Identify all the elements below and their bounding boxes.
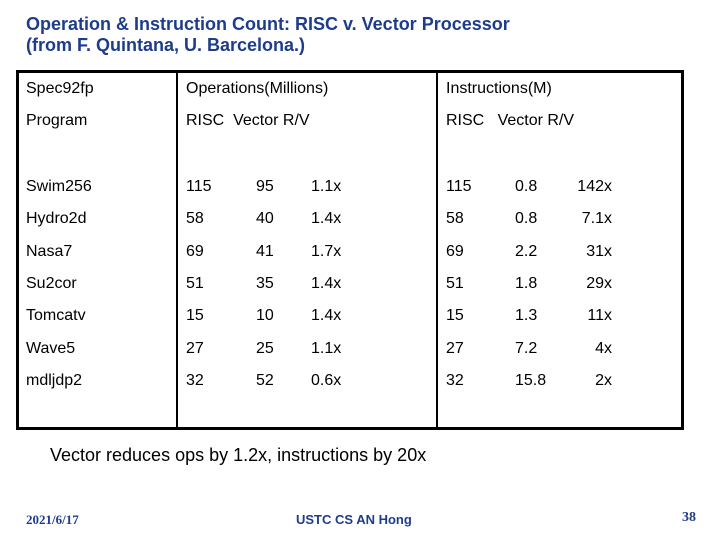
table-cell-op-vec: 35	[256, 275, 274, 292]
table-cell-in-vec: 0.8	[515, 178, 538, 195]
table-cell-name: Su2cor	[26, 275, 77, 292]
header-operations: Operations(Millions)	[186, 80, 329, 97]
table-cell-in-risc: 27	[446, 340, 464, 357]
table-cell-in-risc: 15	[446, 307, 464, 324]
table-cell-name: Nasa7	[26, 243, 73, 260]
table-cell-op-vec: 40	[256, 210, 274, 227]
table-cell-in-risc: 115	[446, 178, 472, 195]
table-cell-op-vec: 95	[256, 178, 274, 195]
slide-title-line-1: Operation & Instruction Count: RISC v. V…	[26, 14, 510, 34]
table-cell-in-risc: 51	[446, 275, 464, 292]
table-cell-op-vec: 25	[256, 340, 274, 357]
table-border-bottom	[16, 427, 684, 430]
slide-title: Operation & Instruction Count: RISC v. V…	[26, 14, 706, 56]
table-divider-instructions	[436, 70, 438, 430]
table-border-right	[681, 70, 684, 430]
table-cell-op-risc: 58	[186, 210, 204, 227]
table-cell-op-risc: 51	[186, 275, 204, 292]
table-cell-op-risc: 115	[186, 178, 212, 195]
header-operations-columns: RISC Vector R/V	[186, 112, 310, 129]
table-cell-in-vec: 1.3	[515, 307, 538, 324]
table-cell-op-risc: 69	[186, 243, 204, 260]
header-instructions: Instructions(M)	[446, 80, 552, 97]
table-cell-in-ratio: 29x	[586, 275, 612, 292]
table-cell-in-ratio: 31x	[586, 243, 612, 260]
table-cell-op-ratio: 1.1x	[311, 178, 342, 195]
table-cell-op-risc: 15	[186, 307, 204, 324]
table-cell-op-ratio: 0.6x	[311, 372, 342, 389]
table-cell-op-ratio: 1.4x	[311, 275, 342, 292]
footer-date: 2021/6/17	[26, 512, 79, 527]
table-cell-op-ratio: 1.7x	[311, 243, 342, 260]
table-cell-in-risc: 69	[446, 243, 464, 260]
table-border-top	[16, 70, 684, 73]
table-cell-in-risc: 32	[446, 372, 464, 389]
table-cell-op-risc: 27	[186, 340, 204, 357]
table-cell-op-vec: 10	[256, 307, 274, 324]
table-cell-in-vec: 1.8	[515, 275, 538, 292]
slide-title-line-2: (from F. Quintana, U. Barcelona.)	[26, 35, 306, 55]
summary-text: Vector reduces ops by 1.2x, instructions…	[50, 445, 427, 465]
footer-author: USTC CS AN Hong	[296, 512, 412, 527]
table-cell-op-vec: 41	[256, 243, 274, 260]
table-cell-in-vec: 2.2	[515, 243, 538, 260]
table-cell-in-vec: 15.8	[515, 372, 547, 389]
footer-page-number: 38	[682, 510, 696, 525]
table-divider-operations	[176, 70, 178, 430]
table-cell-in-vec: 0.8	[515, 210, 538, 227]
table-cell-in-ratio: 11x	[587, 307, 612, 324]
table-cell-name: mdljdp2	[26, 372, 83, 389]
table-cell-name: Wave5	[26, 340, 76, 357]
table-cell-name: Tomcatv	[26, 307, 86, 324]
table-cell-in-ratio: 4x	[595, 340, 612, 357]
table-cell-in-risc: 58	[446, 210, 464, 227]
table-cell-in-ratio: 7.1x	[581, 210, 612, 227]
table-cell-op-vec: 52	[256, 372, 274, 389]
table-cell-in-ratio: 2x	[595, 372, 612, 389]
table-cell-op-risc: 32	[186, 372, 204, 389]
table-cell-name: Swim256	[26, 178, 92, 195]
header-instructions-columns: RISC Vector R/V	[446, 112, 575, 129]
header-program: Program	[26, 112, 88, 129]
table-cell-in-ratio: 142x	[577, 178, 612, 195]
table-cell-in-vec: 7.2	[515, 340, 538, 357]
table-cell-op-ratio: 1.1x	[311, 340, 342, 357]
table-cell-op-ratio: 1.4x	[311, 210, 342, 227]
header-spec92fp: Spec92fp	[26, 80, 94, 97]
table-cell-op-ratio: 1.4x	[311, 307, 342, 324]
table-border-left	[16, 70, 19, 430]
table-cell-name: Hydro2d	[26, 210, 87, 227]
